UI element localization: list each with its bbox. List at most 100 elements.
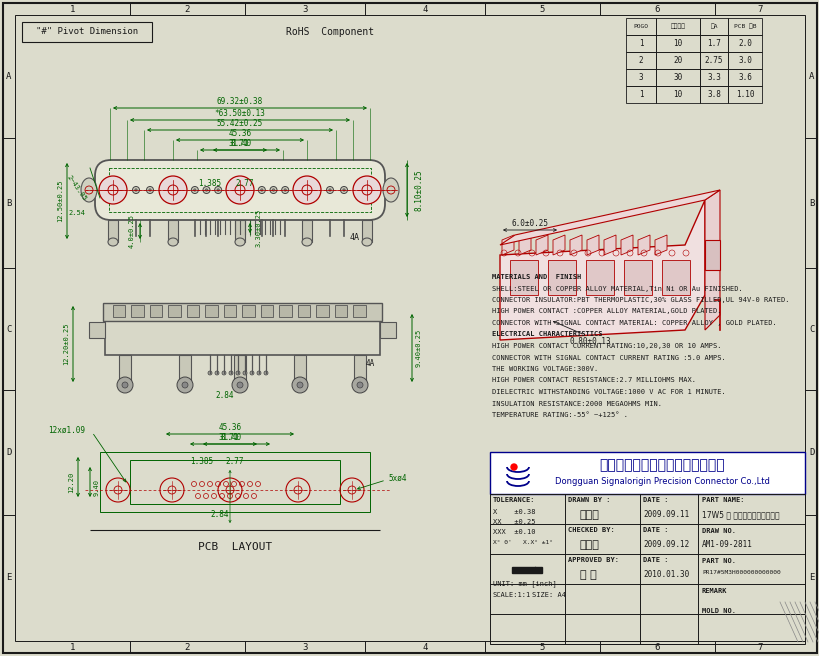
Text: CONNECTOR WITH SIGNAL CONTACT MATERIAL: COPPER ALLOY , GOLD PLATED.: CONNECTOR WITH SIGNAL CONTACT MATERIAL: …	[491, 320, 776, 326]
Text: UNIT: mm [inch]: UNIT: mm [inch]	[492, 580, 556, 586]
Circle shape	[237, 382, 242, 388]
Text: 8.71: 8.71	[220, 433, 239, 442]
Text: 2.84: 2.84	[215, 391, 234, 400]
Text: HIGH POWER CONTACT :COPPER ALLOY MATERIAL,GOLD PLATED.: HIGH POWER CONTACT :COPPER ALLOY MATERIA…	[491, 308, 721, 314]
Bar	[699, 52, 727, 69]
Polygon shape	[500, 200, 704, 340]
Text: 45.36: 45.36	[218, 423, 242, 432]
Ellipse shape	[301, 238, 311, 246]
Text: 2: 2	[184, 5, 190, 14]
Bar	[625, 18, 655, 35]
Circle shape	[356, 382, 363, 388]
Polygon shape	[620, 235, 632, 255]
Text: 1.10: 1.10	[735, 90, 753, 99]
Bar	[168, 220, 178, 242]
Text: 6: 6	[654, 5, 659, 14]
Text: MATERIALS AND  FINISH: MATERIALS AND FINISH	[491, 274, 581, 280]
Text: 7: 7	[757, 644, 762, 653]
Text: 9.40±0.25: 9.40±0.25	[415, 329, 422, 367]
Ellipse shape	[81, 178, 97, 202]
Text: 0.80±0.13: 0.80±0.13	[568, 337, 610, 346]
Text: 1: 1	[638, 90, 643, 99]
Bar	[727, 69, 761, 86]
Bar	[105, 311, 379, 355]
Bar	[699, 18, 727, 35]
Bar	[294, 355, 305, 385]
Bar	[206, 305, 217, 317]
Circle shape	[292, 176, 320, 204]
Circle shape	[191, 186, 198, 194]
Text: 5xø4: 5xø4	[387, 474, 406, 483]
Text: 4: 4	[422, 5, 428, 14]
Bar	[625, 35, 655, 52]
Text: DRAW NO.: DRAW NO.	[701, 528, 735, 534]
Bar	[490, 452, 804, 494]
Circle shape	[283, 189, 286, 191]
Bar	[661, 260, 689, 295]
Text: 12.20±0.25: 12.20±0.25	[63, 323, 69, 365]
Circle shape	[203, 186, 210, 194]
Bar	[727, 52, 761, 69]
Text: 2.84: 2.84	[210, 510, 229, 519]
Bar	[224, 305, 236, 317]
Circle shape	[99, 176, 127, 204]
Text: 2: 2	[638, 56, 643, 65]
Polygon shape	[704, 190, 719, 330]
Circle shape	[182, 382, 188, 388]
FancyBboxPatch shape	[95, 160, 385, 220]
Text: D: D	[7, 448, 11, 457]
Text: PR17#5M3H000000000000: PR17#5M3H000000000000	[701, 570, 780, 575]
Text: APPROVED BY:: APPROVED BY:	[568, 557, 618, 563]
Text: 3.6: 3.6	[737, 73, 751, 82]
Text: 2.77: 2.77	[225, 457, 244, 466]
Text: RoHS  Component: RoHS Component	[286, 27, 373, 37]
Ellipse shape	[361, 238, 372, 246]
Bar	[655, 86, 699, 103]
Bar	[279, 305, 292, 317]
Polygon shape	[654, 235, 666, 255]
Polygon shape	[518, 235, 531, 255]
Bar	[354, 355, 365, 385]
Text: 10: 10	[672, 90, 681, 99]
Ellipse shape	[382, 178, 399, 202]
Circle shape	[326, 186, 333, 194]
Text: "#" Pivot Dimension: "#" Pivot Dimension	[36, 28, 138, 37]
Text: PART NAME:: PART NAME:	[701, 497, 744, 503]
Text: X    ±0.38: X ±0.38	[492, 509, 535, 515]
Text: REMARK: REMARK	[701, 588, 726, 594]
Bar	[699, 69, 727, 86]
Circle shape	[193, 189, 196, 191]
Bar	[233, 355, 246, 385]
Bar	[547, 260, 575, 295]
Circle shape	[215, 371, 219, 375]
Circle shape	[292, 377, 308, 393]
Circle shape	[208, 371, 212, 375]
Polygon shape	[552, 235, 564, 255]
Bar	[242, 305, 254, 317]
Bar	[511, 567, 541, 573]
Text: 2009.09.11: 2009.09.11	[642, 510, 689, 519]
Text: SHELL:STEEL OR COPPER ALLOY MATERIAL,Tin Ni OR Au FINISHED.: SHELL:STEEL OR COPPER ALLOY MATERIAL,Tin…	[491, 285, 742, 291]
Text: 31.40: 31.40	[229, 139, 251, 148]
Circle shape	[242, 371, 247, 375]
Circle shape	[342, 189, 345, 191]
Bar	[655, 35, 699, 52]
Circle shape	[217, 189, 219, 191]
Bar	[22, 22, 152, 42]
Text: THE WORKING VOLTAGE:300V.: THE WORKING VOLTAGE:300V.	[491, 366, 598, 372]
Text: 2.54: 2.54	[69, 210, 85, 216]
Text: ELECTRICAL CHARACTERISTICS: ELECTRICAL CHARACTERISTICS	[491, 331, 602, 337]
Circle shape	[281, 186, 288, 194]
Text: TOLERANCE:: TOLERANCE:	[492, 497, 535, 503]
Bar	[727, 35, 761, 52]
Circle shape	[340, 186, 347, 194]
Circle shape	[205, 189, 207, 191]
Text: CHECKED BY:: CHECKED BY:	[568, 527, 614, 533]
Text: 1: 1	[70, 644, 75, 653]
Text: 孔A: 孔A	[709, 24, 717, 30]
Bar	[704, 240, 719, 270]
Text: 3.0: 3.0	[737, 56, 751, 65]
Text: 5: 5	[539, 644, 545, 653]
Bar	[655, 69, 699, 86]
Text: XX   ±0.25: XX ±0.25	[492, 519, 535, 525]
